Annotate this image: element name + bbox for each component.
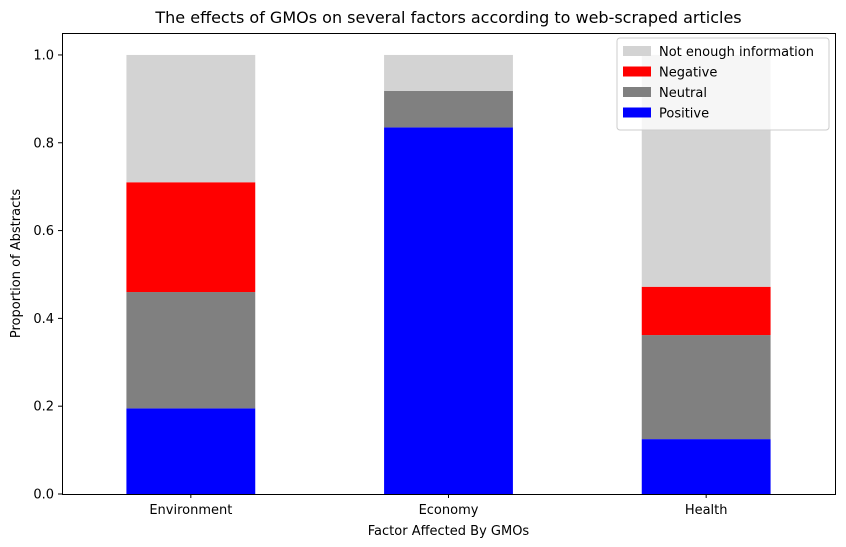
bar-health-positive — [641, 439, 771, 494]
y-tick-label: 0.0 — [33, 488, 54, 503]
y-axis-title: Proportion of Abstracts — [9, 189, 24, 338]
legend-swatch-negative — [623, 66, 651, 77]
y-tick-label: 0.8 — [33, 136, 54, 151]
x-tick-label: Health — [685, 503, 728, 518]
bar-environment-positive — [126, 408, 256, 494]
x-tick-label: Environment — [149, 503, 232, 518]
legend-label: Positive — [659, 107, 709, 122]
y-tick-label: 0.4 — [33, 312, 54, 327]
x-tick-label: Economy — [419, 503, 479, 518]
legend-label: Neutral — [659, 86, 707, 101]
bar-economy-positive — [384, 127, 513, 495]
bar-environment-not-enough-information — [126, 54, 256, 183]
legend-swatch-positive — [623, 107, 651, 118]
legend-swatch-neutral — [623, 87, 651, 97]
x-axis-title: Factor Affected By GMOs — [368, 524, 530, 539]
chart-title: The effects of GMOs on several factors a… — [154, 8, 741, 27]
legend-label: Not enough information — [659, 45, 814, 60]
x-axis-ticks: Environment Economy Health — [149, 494, 728, 518]
legend-label: Negative — [659, 66, 717, 81]
bar-health-negative — [641, 286, 771, 336]
bar-economy-not-enough-information — [384, 54, 513, 91]
bar-health-neutral — [641, 335, 771, 440]
bar-environment-neutral — [126, 292, 256, 409]
y-tick-label: 1.0 — [33, 48, 54, 63]
y-axis-ticks: 0.0 0.2 0.4 0.6 0.8 1.0 — [33, 48, 62, 503]
y-tick-label: 0.2 — [33, 400, 54, 415]
y-tick-label: 0.6 — [33, 224, 54, 239]
bars-layer — [126, 54, 771, 495]
bar-economy-neutral — [384, 90, 513, 128]
bar-environment-negative — [126, 182, 256, 293]
legend: Not enough information Negative Neutral Pos… — [616, 37, 830, 131]
legend-box — [616, 37, 830, 131]
legend-swatch-not-enough-information — [623, 46, 651, 56]
